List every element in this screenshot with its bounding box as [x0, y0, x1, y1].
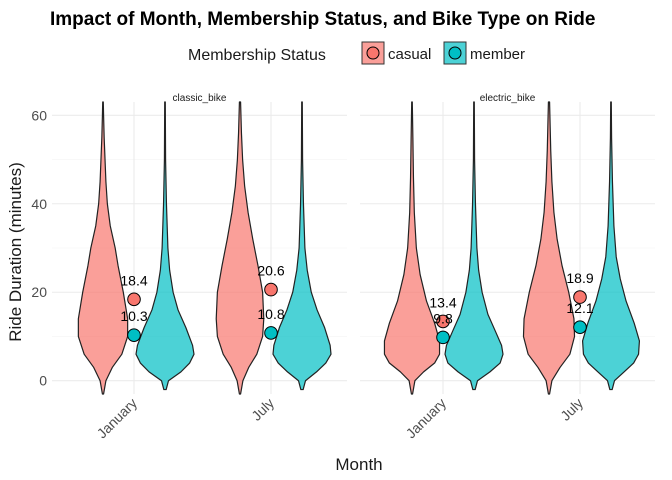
mean-point-january-casual [436, 314, 450, 329]
y-tick-label: 60 [31, 107, 47, 123]
mean-label-january-member: 9.8 [433, 310, 453, 326]
panel-electric_bike: electric_bike 13.49.8 18.9 12.1 January July [360, 93, 655, 441]
mean-point-july-casual [264, 282, 278, 297]
y-tick-label: 0 [39, 373, 47, 389]
y-axis-title: Ride Duration (minutes) [6, 162, 25, 342]
legend-point-casual [366, 46, 380, 60]
x-tick-label-july: July [248, 395, 277, 424]
x-tick-label-january: January [403, 395, 450, 442]
facet-label: electric_bike [480, 93, 536, 104]
violin-january-casual [383, 101, 441, 395]
mean-label-january-casual: 13.4 [429, 294, 456, 310]
panel-classic_bike: classic_bike 18.4 10.3 20.6 10.8 January July 0… [31, 93, 347, 441]
legend-label-casual: casual [388, 46, 431, 63]
violin-july-casual [215, 101, 265, 395]
mean-point-january-member [127, 328, 141, 342]
legend-title: Membership Status [188, 47, 326, 64]
violin-january-casual [77, 101, 129, 395]
facet-label: classic_bike [173, 93, 227, 104]
mean-label-july-casual: 18.9 [566, 270, 593, 286]
violin-july-member [272, 101, 332, 391]
mean-label-july-casual: 20.6 [257, 263, 284, 279]
mean-label-january-member: 10.3 [120, 308, 147, 324]
mean-label-july-member: 10.8 [257, 306, 284, 322]
mean-point-july-member [573, 320, 587, 334]
violin-january-member [135, 101, 195, 391]
x-axis-title: Month [335, 455, 382, 474]
legend-label-member: member [470, 46, 525, 63]
mean-point-july-casual [573, 290, 587, 304]
mean-point-january-member [436, 330, 450, 345]
y-tick-label: 20 [31, 284, 47, 300]
legend-entry-member: member [443, 41, 525, 65]
legend-entry-casual: casual [361, 41, 431, 65]
mean-label-january-casual: 18.4 [120, 272, 147, 288]
mean-point-july-member [264, 326, 278, 340]
violin-january-member [444, 101, 504, 391]
mean-label-july-member: 12.1 [566, 300, 593, 316]
y-tick-label: 40 [31, 196, 47, 212]
violin-july-member [581, 101, 641, 391]
mean-point-january-casual [127, 292, 141, 307]
legend-point-member [448, 46, 462, 60]
x-tick-label-july: July [557, 395, 586, 424]
chart-title: Impact of Month, Membership Status, and … [50, 9, 595, 30]
x-tick-label-january: January [94, 395, 141, 442]
legend: Membership Status casual member [188, 41, 525, 65]
